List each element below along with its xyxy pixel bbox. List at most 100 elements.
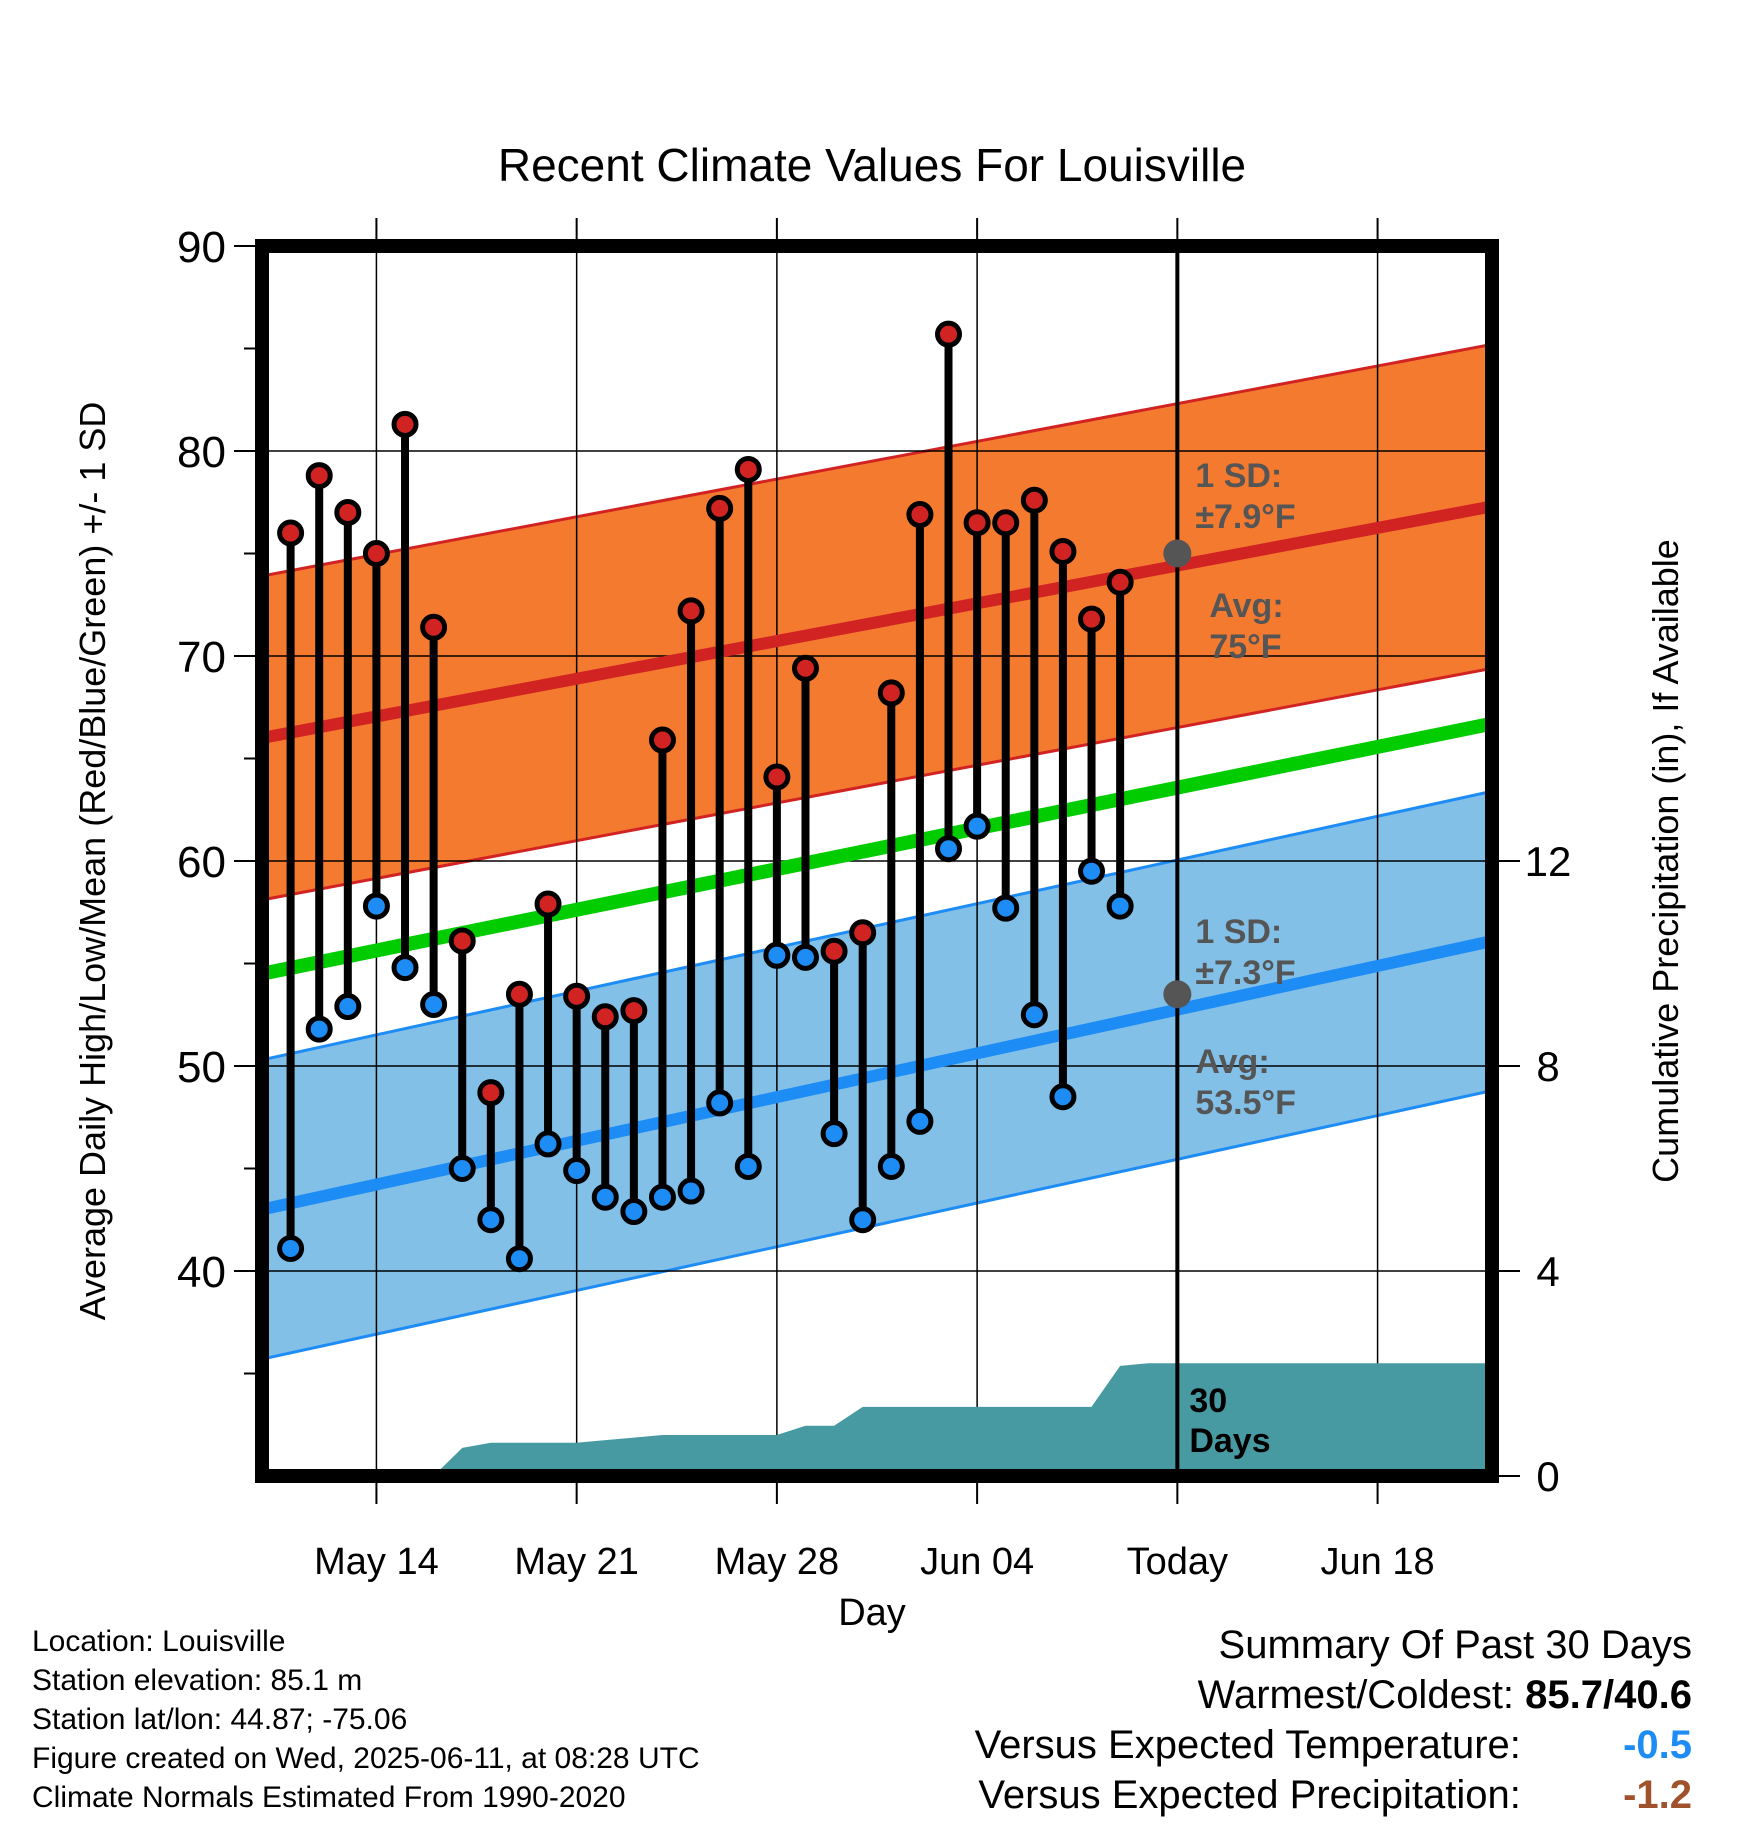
daily-low-point [305, 1015, 333, 1043]
daily-low-point [620, 1198, 648, 1226]
x-tick-label: Jun 04 [920, 1541, 1034, 1583]
today-high-avg-dot [1163, 539, 1192, 568]
x-tick-label: Jun 18 [1321, 1541, 1435, 1583]
low-avg-value: 53.5°F [1195, 1084, 1296, 1122]
daily-low-point [391, 954, 419, 982]
daily-low-point [906, 1107, 934, 1135]
daily-high-point [477, 1079, 505, 1107]
y2-tick-label: 4 [1536, 1248, 1559, 1295]
daily-high-point [734, 455, 762, 483]
daily-high-point [849, 919, 877, 947]
daily-high-point [791, 654, 819, 682]
daily-low-point [763, 941, 791, 969]
high-sd-value: ±7.9°F [1195, 498, 1295, 536]
daily-low-point [1049, 1083, 1077, 1111]
daily-low-point [563, 1157, 591, 1185]
high-avg-label: Avg: [1209, 587, 1283, 625]
daily-high-point [305, 462, 333, 490]
y2-tick-label: 12 [1525, 838, 1572, 885]
location-text: Location: Louisville [32, 1625, 286, 1658]
warmest-label: Warmest/Coldest: [1197, 1673, 1515, 1717]
daily-low-point [277, 1234, 305, 1262]
summary-panel: Summary Of Past 30 Days Warmest/Coldest:… [975, 1620, 1692, 1820]
temp-vs-expected-label: Versus Expected Temperature: [974, 1723, 1521, 1767]
y2-axis-label: Cumulative Precipitation (in), If Availa… [1645, 539, 1686, 1183]
daily-low-point [362, 892, 390, 920]
daily-high-point [534, 890, 562, 918]
daily-low-point [877, 1152, 905, 1180]
daily-high-point [448, 927, 476, 955]
daily-high-point [1020, 486, 1048, 514]
daily-high-point [648, 726, 676, 754]
daily-low-point [1020, 1001, 1048, 1029]
summary-warmest-row: Warmest/Coldest: 85.7/40.6 [975, 1670, 1692, 1720]
daily-low-point [448, 1155, 476, 1182]
y2-tick-label: 0 [1536, 1453, 1559, 1500]
elevation-text: Station elevation: 85.1 m [32, 1664, 363, 1697]
daily-high-point [677, 597, 705, 625]
daily-low-point [935, 835, 963, 863]
precip-label-days: Days [1189, 1422, 1270, 1460]
latlon-text: Station lat/lon: 44.87; -75.06 [32, 1703, 408, 1736]
y-tick-label: 60 [177, 838, 226, 887]
cumulative-precip-area [405, 1363, 1492, 1476]
daily-high-point [935, 320, 963, 348]
x-axis-label: Day [838, 1592, 906, 1634]
daily-low-point [677, 1177, 705, 1205]
y-tick-label: 80 [177, 428, 226, 477]
daily-high-point [420, 613, 448, 641]
daily-high-point [877, 679, 905, 707]
daily-low-point [734, 1152, 762, 1180]
y-tick-label: 90 [177, 223, 226, 272]
daily-high-point [1078, 605, 1106, 633]
warmest-value: 85.7/40.6 [1525, 1673, 1692, 1717]
y-axis-label: Average Daily High/Low/Mean (Red/Blue/Gr… [72, 402, 113, 1321]
daily-low-point [591, 1183, 619, 1211]
created-text: Figure created on Wed, 2025-06-11, at 08… [32, 1742, 700, 1775]
daily-low-point [505, 1245, 533, 1273]
daily-high-point [763, 763, 791, 791]
x-tick-label: Today [1127, 1541, 1228, 1583]
low-sd-value: ±7.3°F [1195, 954, 1295, 992]
temp-vs-expected-value: -0.5 [1623, 1723, 1692, 1767]
low-avg-label: Avg: [1195, 1043, 1269, 1081]
daily-high-point [963, 509, 991, 537]
y-tick-label: 50 [177, 1043, 226, 1092]
chart-title: Recent Climate Values For Louisville [498, 139, 1246, 191]
normal-high-line [262, 500, 1492, 744]
daily-high-point [563, 982, 591, 1010]
daily-low-point [992, 894, 1020, 922]
daily-low-point [849, 1206, 877, 1234]
y2-tick-label: 8 [1536, 1043, 1559, 1090]
y-tick-label: 40 [177, 1248, 226, 1297]
daily-high-point [820, 937, 848, 965]
daily-low-point [534, 1130, 562, 1158]
daily-high-point [620, 997, 648, 1025]
x-tick-label: May 28 [715, 1541, 840, 1583]
daily-low-point [1078, 857, 1106, 885]
daily-high-point [334, 499, 362, 526]
daily-high-point [505, 980, 533, 1008]
summary-temp-row: Versus Expected Temperature: -0.5 [975, 1720, 1692, 1770]
daily-low-point [706, 1089, 734, 1117]
summary-title: Summary Of Past 30 Days [1218, 1623, 1692, 1667]
daily-low-point [420, 991, 448, 1018]
daily-low-point [791, 943, 819, 971]
daily-high-point [1049, 537, 1077, 565]
daily-low-point [477, 1206, 505, 1234]
today-low-avg-dot [1163, 980, 1192, 1009]
daily-high-point [906, 501, 934, 529]
daily-low-point [1106, 892, 1134, 920]
daily-low-point [334, 993, 362, 1021]
daily-high-point [391, 410, 419, 438]
low-sd-label: 1 SD: [1195, 913, 1282, 951]
daily-low-point [963, 812, 991, 840]
daily-low-point [820, 1120, 848, 1148]
daily-high-point [277, 519, 305, 547]
high-sd-label: 1 SD: [1195, 457, 1282, 495]
plot-frame [255, 239, 1499, 1483]
daily-high-point [706, 494, 734, 522]
high-avg-value: 75°F [1209, 628, 1281, 666]
daily-high-point [992, 509, 1020, 537]
